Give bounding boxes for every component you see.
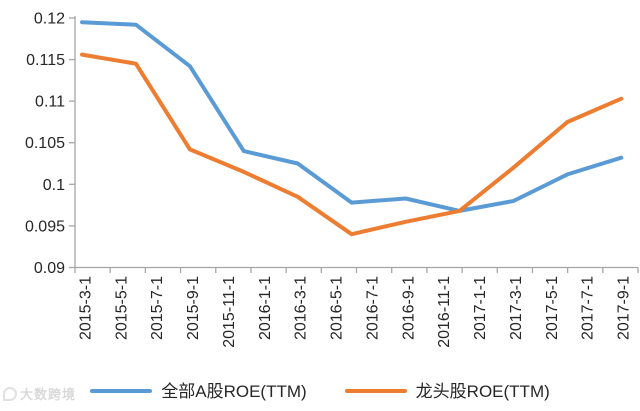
watermark: 大数跨境: [3, 384, 76, 403]
x-axis-label: 2015-3-1: [77, 276, 94, 340]
y-axis-label: 0.11: [35, 94, 65, 111]
x-axis-label: 2016-1-1: [257, 276, 274, 340]
legend-label-all-a-shares: 全部A股ROE(TTM): [161, 381, 307, 401]
x-axis-label: 2016-11-1: [436, 276, 453, 348]
x-axis-label: 2016-9-1: [400, 276, 417, 340]
roe-line-chart: 0.12 0.115 0.11 0.105 0.1 0.095 0.09 2015-3-1 20…: [25, 10, 639, 348]
line-all-a-shares: [80, 20, 624, 213]
x-axis-label: 2016-3-1: [293, 276, 310, 340]
x-axis-label: 2015-5-1: [113, 276, 130, 340]
watermark-text: 大数跨境: [20, 387, 77, 402]
x-axis-label: 2016-5-1: [329, 276, 346, 340]
x-axis-label: 2017-1-1: [472, 276, 489, 340]
y-axis-label: 0.095: [25, 218, 65, 235]
watermark-logo-icon: [3, 386, 17, 401]
x-axis-label: 2017-7-1: [580, 276, 597, 340]
x-axis-label: 2015-7-1: [149, 276, 166, 340]
line-leading-stocks: [80, 52, 624, 237]
legend-label-leading-stocks: 龙头股ROE(TTM): [415, 381, 550, 401]
legend-swatch-all-a-shares: [90, 389, 153, 393]
y-axis-label: 0.12: [34, 10, 65, 27]
y-axis-label: 0.105: [25, 135, 65, 152]
x-axis-label: 2017-9-1: [615, 276, 632, 340]
x-axis-label: 2016-7-1: [364, 276, 381, 340]
y-axis-label: 0.1: [43, 177, 65, 194]
x-axis-label: 2017-3-1: [508, 276, 525, 340]
y-axis-label: 0.09: [34, 260, 65, 277]
x-axis-label: 2015-11-1: [221, 276, 238, 348]
y-axis-label: 0.115: [26, 52, 65, 69]
x-axis-label: 2015-9-1: [185, 276, 202, 340]
legend-item-all-a-shares: 全部A股ROE(TTM): [90, 381, 307, 401]
legend: 全部A股ROE(TTM) 龙头股ROE(TTM): [0, 377, 640, 405]
x-axis-label: 2017-5-1: [544, 276, 561, 340]
legend-item-leading-stocks: 龙头股ROE(TTM): [344, 381, 550, 401]
legend-swatch-leading-stocks: [344, 389, 407, 393]
axis-lines: [74, 16, 638, 269]
